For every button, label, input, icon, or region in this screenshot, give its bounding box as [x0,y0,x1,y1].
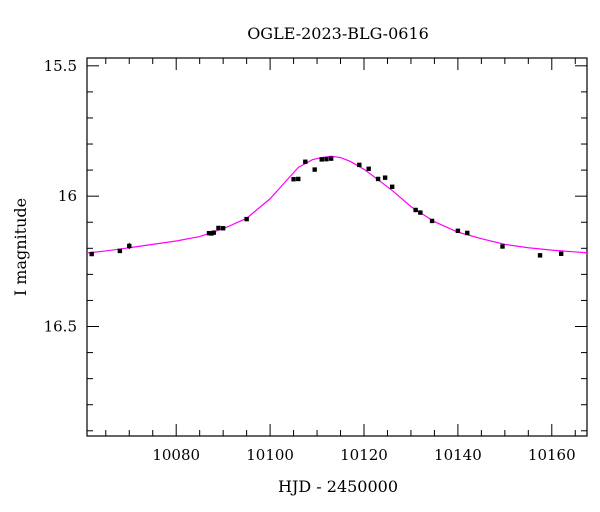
data-point [303,159,308,164]
y-tick-label: 16.5 [44,318,77,336]
data-point [389,184,395,189]
data-point [89,251,94,257]
data-point [455,228,461,234]
point-marker [465,230,470,236]
point-marker [127,243,132,249]
data-point [312,167,317,172]
point-marker [357,162,362,168]
point-marker [209,231,214,236]
data-point [366,166,371,171]
data-point [127,242,132,250]
point-marker [537,253,543,258]
point-marker [366,166,371,171]
point-marker [413,207,418,213]
point-marker [206,230,212,236]
chart-title: OGLE-2023-BLG-0616 [247,24,429,43]
point-marker [303,159,308,164]
point-marker [455,228,461,234]
data-point [413,207,418,213]
x-tick-label: 10100 [246,446,294,464]
data-point [375,176,381,182]
point-marker [291,177,296,182]
data-point [328,156,334,161]
point-marker [429,218,435,224]
point-marker [319,157,324,162]
data-point [117,248,123,254]
data-point [382,175,388,180]
data-point [296,176,301,182]
data-point [211,230,216,235]
data-point [500,244,505,249]
data-point [319,157,324,162]
point-marker [558,251,564,256]
data-point [558,251,564,256]
point-marker [324,156,329,162]
data-point [418,210,423,215]
x-axis-label: HJD - 2450000 [278,477,398,496]
data-point [209,231,214,236]
point-marker [216,225,221,231]
tick-labels: 10080 10100 10120 10140 10160 15.5 16 16.5 [44,57,576,464]
data-point [216,225,221,231]
data-point [357,162,362,168]
data-point [429,218,435,224]
y-axis-label: I magnitude [11,198,30,296]
x-tick-label: 10160 [528,446,576,464]
data-point [465,230,470,236]
point-marker [500,244,505,249]
axis-ticks [87,58,587,436]
data-point [537,253,543,258]
x-tick-label: 10140 [434,446,482,464]
data-point [244,216,249,222]
point-marker [211,230,216,235]
point-marker [244,216,249,222]
point-marker [89,251,94,257]
point-marker [328,156,334,161]
y-tick-label: 16 [58,187,77,205]
data-point [324,156,329,162]
point-marker [382,175,388,180]
y-tick-label: 15.5 [44,57,77,75]
data-point [206,230,212,236]
model-curve-line [86,155,588,254]
point-marker [418,210,423,215]
data-point [220,226,226,231]
data-points [89,156,564,258]
point-marker [296,176,301,182]
point-marker [117,248,123,254]
point-marker [389,184,395,189]
point-marker [312,167,317,172]
x-tick-label: 10080 [152,446,200,464]
model-curve [86,155,588,254]
point-marker [220,226,226,231]
x-tick-label: 10120 [340,446,388,464]
plot-frame [86,57,588,437]
point-marker [375,176,381,182]
data-point [291,177,296,182]
